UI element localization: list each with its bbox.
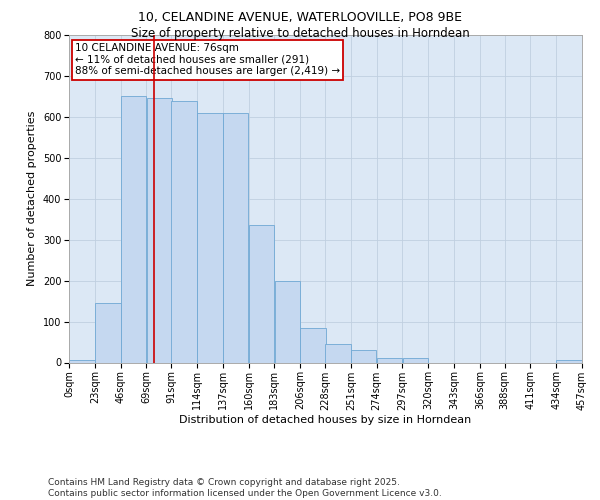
Text: Contains HM Land Registry data © Crown copyright and database right 2025.
Contai: Contains HM Land Registry data © Crown c… [48,478,442,498]
Bar [351,350,376,362]
Bar [69,360,95,362]
Bar [146,98,172,362]
X-axis label: Distribution of detached houses by size in Horndean: Distribution of detached houses by size … [179,415,472,425]
Text: Size of property relative to detached houses in Horndean: Size of property relative to detached ho… [131,28,469,40]
Text: 10 CELANDINE AVENUE: 76sqm
← 11% of detached houses are smaller (291)
88% of sem: 10 CELANDINE AVENUE: 76sqm ← 11% of deta… [75,43,340,76]
Bar [275,280,300,362]
Bar [249,226,274,362]
Bar [556,360,582,362]
Bar [223,113,248,362]
Bar [377,358,402,362]
Bar [325,344,350,362]
Bar [121,96,146,362]
Y-axis label: Number of detached properties: Number of detached properties [28,111,37,286]
Text: 10, CELANDINE AVENUE, WATERLOOVILLE, PO8 9BE: 10, CELANDINE AVENUE, WATERLOOVILLE, PO8… [138,12,462,24]
Bar [403,358,428,362]
Bar [301,328,326,362]
Bar [171,100,197,362]
Bar [197,113,223,362]
Bar [95,303,121,362]
